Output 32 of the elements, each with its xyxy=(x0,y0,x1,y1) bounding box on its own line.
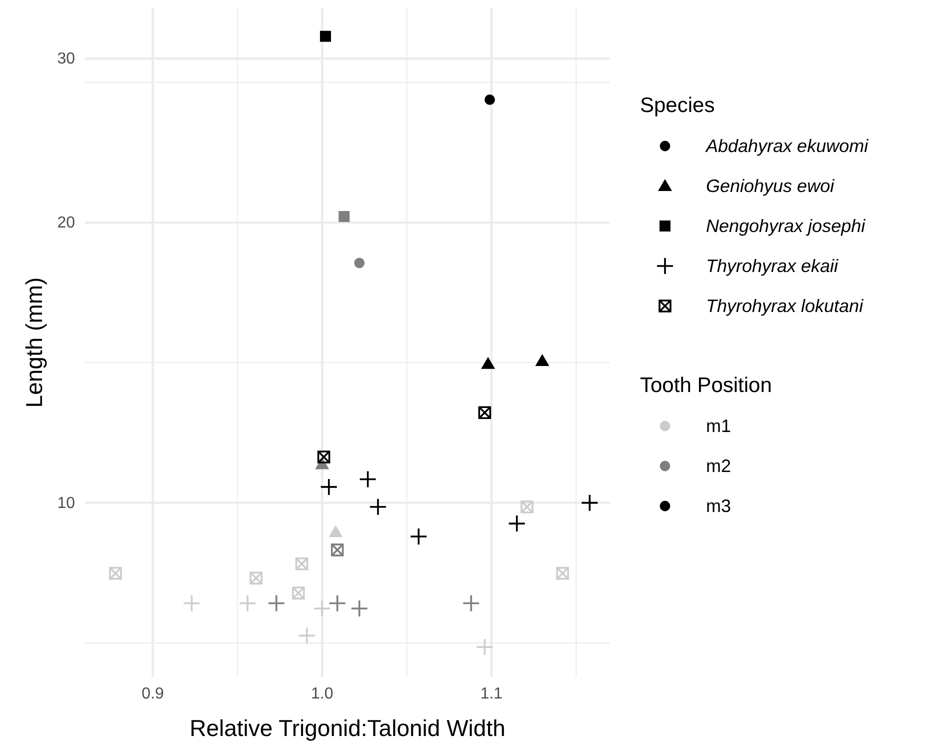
point xyxy=(292,586,305,600)
point xyxy=(320,478,338,496)
point xyxy=(369,498,387,516)
x-tick-label: 1.0 xyxy=(310,685,334,702)
point xyxy=(535,354,550,366)
x-tick-label: 0.9 xyxy=(142,685,164,702)
text: Species xyxy=(640,94,715,117)
point xyxy=(410,528,428,546)
point xyxy=(481,356,496,369)
point xyxy=(556,566,569,580)
legend-label: Abdahyrax ekuwomi xyxy=(705,136,870,156)
y-tick-label: 20 xyxy=(57,214,76,232)
legend-label: Thyrohyrax ekaii xyxy=(706,256,840,276)
x-tick-label: 1.1 xyxy=(480,685,503,702)
legend-label: Nengohyrax josephi xyxy=(706,216,866,236)
y-tick-label: 30 xyxy=(57,50,76,68)
point xyxy=(580,494,599,512)
legend-label: m2 xyxy=(706,456,732,476)
point xyxy=(109,566,122,580)
point xyxy=(295,557,308,570)
legend-label: Geniohyus ewoi xyxy=(706,176,836,196)
x-axis-title: Relative Trigonid:Talonid Width xyxy=(190,715,506,741)
legend-label: m1 xyxy=(706,416,732,436)
legend-label: Thyrohyrax lokutani xyxy=(706,296,864,316)
point xyxy=(250,572,262,585)
point xyxy=(508,514,526,532)
text: Tooth Position xyxy=(640,374,772,397)
point xyxy=(358,470,377,488)
y-axis-title: Length (mm) xyxy=(21,277,47,408)
y-tick-label: 10 xyxy=(57,494,76,512)
point xyxy=(520,500,534,514)
legend-label: m3 xyxy=(706,496,732,516)
